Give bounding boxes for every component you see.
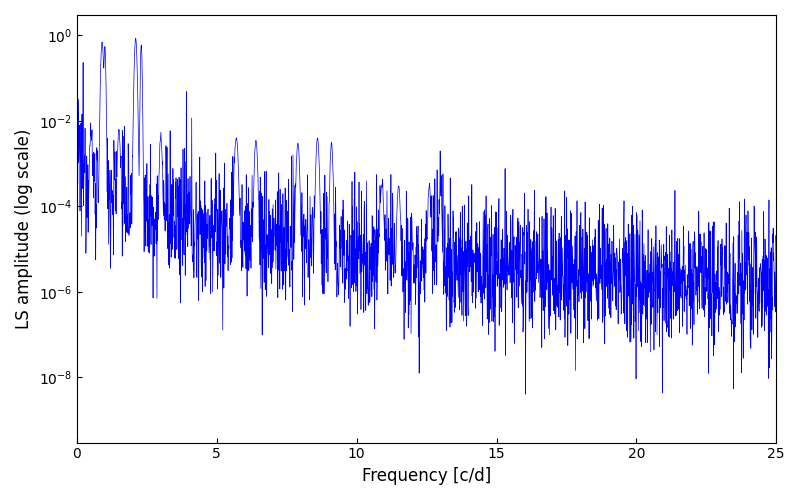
X-axis label: Frequency [c/d]: Frequency [c/d] — [362, 467, 491, 485]
Y-axis label: LS amplitude (log scale): LS amplitude (log scale) — [15, 128, 33, 329]
